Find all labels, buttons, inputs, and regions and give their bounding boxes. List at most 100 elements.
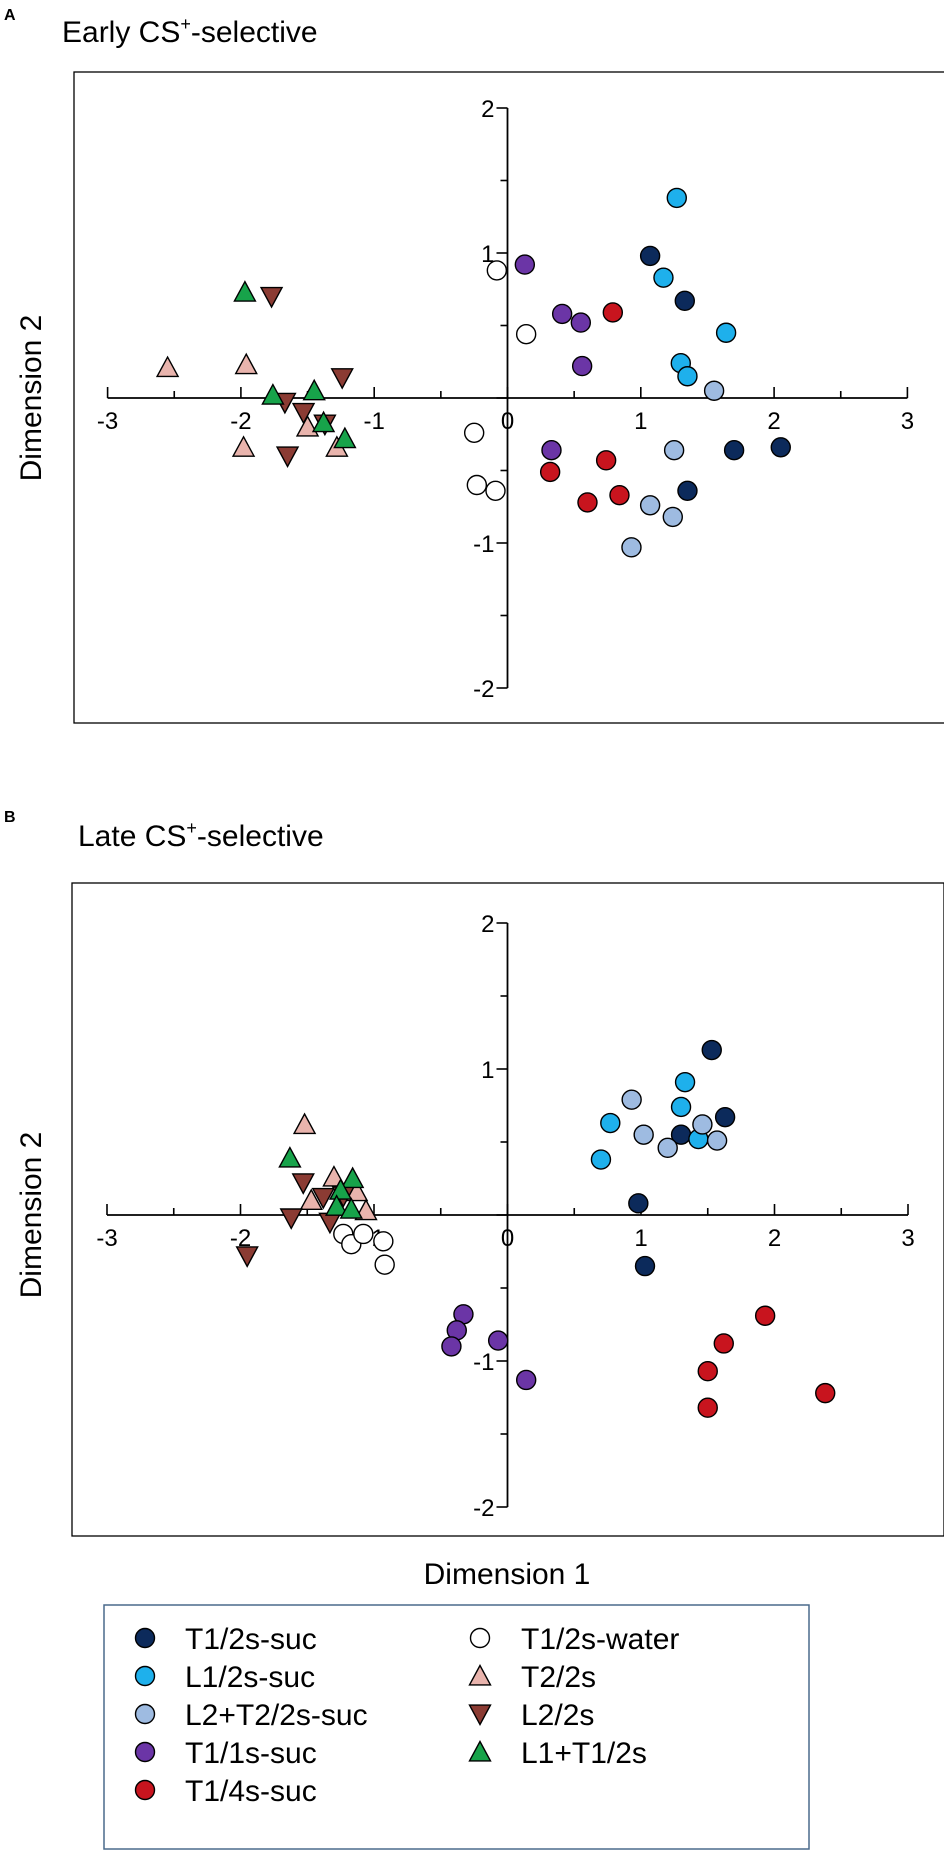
point-l2-t2-2s-suc [621, 1089, 642, 1110]
panel-b-x-tick-label: 2 [768, 1225, 781, 1252]
point-l2-t2-2s-suc [621, 537, 642, 558]
panel-b-points [235, 1039, 836, 1418]
point-t1-1s-suc [570, 312, 592, 333]
panel-a-label: A [4, 7, 16, 24]
legend-items: T1/2s-suc L1/2s-suc L2+T2/2s-suc T1/1s-suc T… [134, 1623, 679, 1808]
point-l1-t1-2s [328, 1178, 353, 1200]
point-l2-t2-2s-suc [639, 495, 661, 516]
point-l1-2s-suc [590, 1149, 612, 1170]
point-l1-t1-2s [302, 378, 326, 401]
point-l1-2s-suc [666, 187, 687, 209]
point-t1-4s-suc [602, 302, 624, 323]
point-t1-2s-suc [628, 1193, 649, 1214]
point-t1-4s-suc [609, 484, 630, 506]
panel-b-x-tick-label: -2 [230, 1225, 251, 1252]
point-l2-t2-2s-suc [706, 1130, 728, 1151]
panel-a-axes: -3 -2 -1 0 1 2 3 -2 -1 1 2 [97, 96, 914, 703]
legend-marker-l1-2s-suc [134, 1665, 156, 1687]
point-l2-t2-2s-suc [692, 1114, 713, 1135]
point-t1-4s-suc [577, 492, 598, 513]
point-l2-2s [311, 1187, 335, 1210]
point-t1-2s-suc [639, 245, 661, 267]
legend-marker-t1-2s-suc [134, 1627, 156, 1649]
point-t1-4s-suc [815, 1382, 836, 1404]
panel-b-title-suffix: -selective [197, 820, 324, 853]
panel-b-y-tick-label: 2 [481, 911, 494, 938]
point-t2-2s [231, 435, 256, 457]
panel-b-x-tick-label: -3 [96, 1225, 117, 1252]
point-t1-2s-suc [723, 440, 745, 461]
point-t1-2s-suc [634, 1255, 656, 1277]
point-l1-2s-suc [653, 267, 674, 288]
point-t2-2s [299, 1188, 323, 1211]
point-l1-t1-2s [333, 426, 357, 449]
legend-marker-l1-t1-2s [468, 1740, 492, 1762]
point-l2-2s [291, 402, 316, 425]
legend-marker-t1-1s-suc [134, 1741, 156, 1763]
panel-a-x-tick-label: -3 [97, 408, 118, 435]
point-l2-t2-2s-suc [662, 506, 683, 528]
panel-a-title-suffix: -selective [191, 16, 318, 49]
point-t1-4s-suc [595, 450, 617, 471]
point-t1-4s-suc [697, 1361, 718, 1382]
point-l2-2s [291, 1173, 315, 1195]
point-l1-2s-suc [715, 322, 737, 343]
legend-label-t2-2s: T2/2s [521, 1661, 596, 1694]
point-t1-1s-suc [441, 1336, 462, 1357]
point-l1-2s-suc [600, 1112, 621, 1134]
point-t1-1s-suc [487, 1330, 509, 1351]
point-t1-4s-suc [697, 1397, 718, 1418]
legend-label-l2-t2-2s-suc: L2+T2/2s-suc [185, 1699, 368, 1732]
point-t1-2s-water [515, 324, 537, 345]
point-l2-2s [279, 1208, 303, 1230]
panel-a-x-tick-label: 2 [767, 408, 780, 435]
point-l2-t2-2s-suc [703, 380, 725, 401]
point-t1-2s-water [466, 474, 488, 496]
point-t1-2s-water [463, 422, 485, 443]
panel-b-label: B [4, 809, 16, 826]
point-l2-t2-2s-suc [663, 440, 685, 461]
point-l1-t1-2s [311, 410, 336, 433]
point-t1-4s-suc [713, 1333, 734, 1354]
legend-label-t1-2s-water: T1/2s-water [521, 1623, 679, 1656]
point-t2-2s [234, 352, 258, 375]
point-l2-2s [259, 286, 284, 309]
legend-label-l1-t1-2s: L1+T1/2s [521, 1737, 647, 1770]
point-t1-4s-suc [754, 1305, 776, 1326]
panel-a-points [155, 187, 791, 558]
panel-a-frame [73, 71, 944, 724]
panel-a: A Early CS+-selective -3 -2 -1 0 1 2 3 -2 -1 1 2 D… [4, 7, 944, 724]
panel-b-xlabel: Dimension 1 [424, 1558, 591, 1591]
point-l2-t2-2s-suc [633, 1124, 654, 1145]
point-l1-t1-2s [278, 1146, 302, 1168]
point-t1-2s-water [373, 1231, 394, 1252]
legend-marker-t2-2s [468, 1664, 492, 1686]
point-t1-2s-suc [701, 1039, 722, 1061]
panel-a-title-sup: + [180, 14, 191, 34]
legend-marker-l2-2s [468, 1704, 492, 1726]
point-l1-t1-2s [340, 1166, 365, 1189]
point-l1-2s-suc [670, 1096, 692, 1118]
legend-label-l2-2s: L2/2s [521, 1699, 594, 1732]
panel-a-title-main: Early CS [62, 16, 180, 49]
point-l2-2s [235, 1246, 259, 1268]
point-t1-1s-suc [541, 440, 562, 461]
legend-marker-t1-4s-suc [134, 1779, 156, 1801]
legend-marker-t1-2s-water [469, 1627, 491, 1649]
legend-marker-l2-t2-2s-suc [134, 1703, 156, 1725]
legend-label-t1-2s-suc: T1/2s-suc [185, 1623, 317, 1656]
panel-b-x-tick-label: 0 [501, 1225, 514, 1252]
point-t1-2s-water [353, 1223, 374, 1245]
panel-b-title-main: Late CS [78, 820, 186, 853]
panel-b-x-tick-label: 1 [634, 1225, 647, 1252]
point-t1-2s-suc [714, 1106, 736, 1128]
point-t1-2s-water [486, 260, 508, 281]
point-l2-2s [275, 446, 300, 468]
point-t2-2s [155, 355, 180, 378]
point-t1-2s-water [485, 480, 506, 501]
point-t1-1s-suc [551, 303, 573, 325]
point-t1-2s-water [374, 1254, 395, 1275]
panel-a-x-tick-label: 1 [634, 408, 647, 435]
point-l1-t1-2s [339, 1197, 363, 1219]
